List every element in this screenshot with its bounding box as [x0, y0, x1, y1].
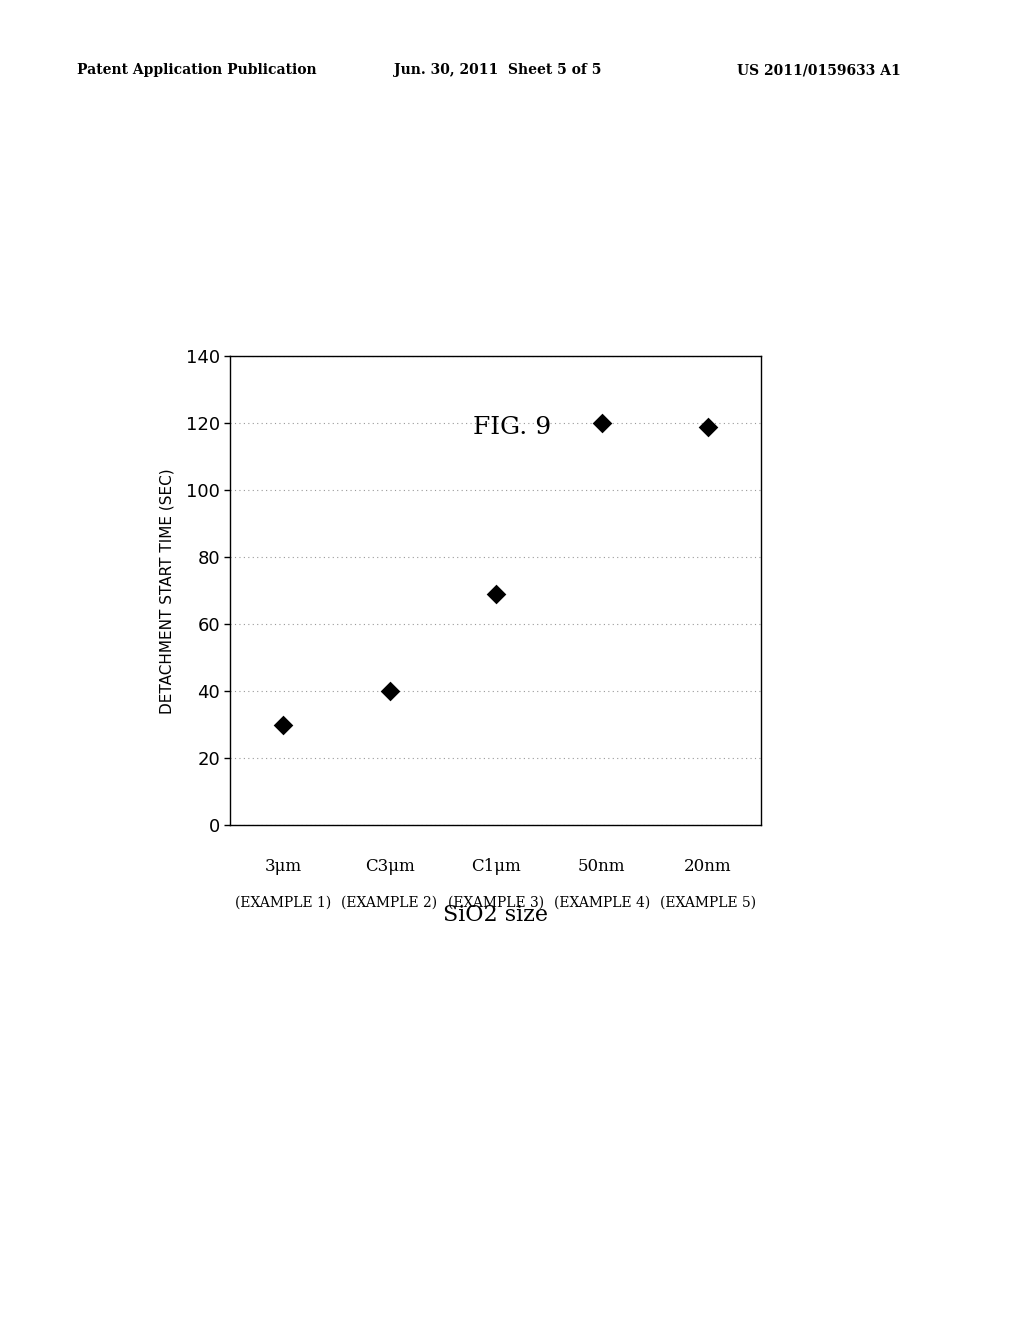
Text: (EXAMPLE 5): (EXAMPLE 5) — [659, 895, 756, 909]
Text: (EXAMPLE 2): (EXAMPLE 2) — [341, 895, 437, 909]
Text: SiO2 size: SiO2 size — [443, 904, 548, 927]
Point — [594, 413, 610, 434]
Text: Jun. 30, 2011  Sheet 5 of 5: Jun. 30, 2011 Sheet 5 of 5 — [394, 63, 602, 78]
Point — [381, 681, 397, 702]
Y-axis label: DETACHMENT START TIME (SEC): DETACHMENT START TIME (SEC) — [160, 467, 175, 714]
Text: Patent Application Publication: Patent Application Publication — [77, 63, 316, 78]
Text: (EXAMPLE 4): (EXAMPLE 4) — [554, 895, 650, 909]
Text: C1μm: C1μm — [471, 858, 520, 875]
Text: FIG. 9: FIG. 9 — [473, 416, 551, 438]
Text: C3μm: C3μm — [365, 858, 415, 875]
Point — [275, 714, 292, 735]
Point — [699, 416, 716, 437]
Text: (EXAMPLE 1): (EXAMPLE 1) — [236, 895, 332, 909]
Text: US 2011/0159633 A1: US 2011/0159633 A1 — [737, 63, 901, 78]
Text: 3μm: 3μm — [265, 858, 302, 875]
Point — [487, 583, 504, 605]
Text: 20nm: 20nm — [684, 858, 731, 875]
Text: (EXAMPLE 3): (EXAMPLE 3) — [447, 895, 544, 909]
Text: 50nm: 50nm — [578, 858, 626, 875]
